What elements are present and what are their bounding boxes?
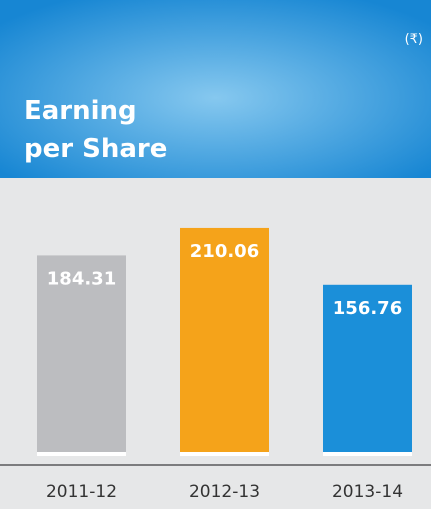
bar [323, 284, 412, 452]
x-tick-label: 2011-12 [46, 482, 117, 502]
data-label: 156.76 [333, 298, 402, 319]
chart-title: Earning per Share [24, 96, 168, 164]
bar-base [323, 452, 412, 456]
data-label: 210.06 [190, 241, 259, 262]
bar-base [37, 452, 126, 456]
x-tick-label: 2012-13 [189, 482, 260, 502]
data-label: 184.31 [47, 268, 116, 289]
bar-base [180, 452, 269, 456]
x-tick-label: 2013-14 [332, 482, 403, 502]
bar [37, 255, 126, 452]
bar [180, 227, 269, 452]
unit-label: (₹) [404, 32, 423, 47]
header-background [0, 0, 431, 178]
